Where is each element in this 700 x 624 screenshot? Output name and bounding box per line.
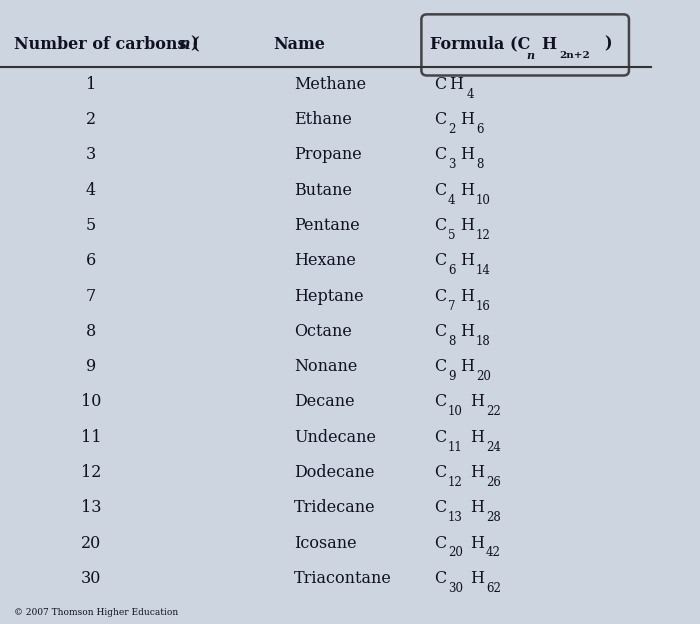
Text: 13: 13: [80, 499, 101, 516]
Text: Tridecane: Tridecane: [294, 499, 376, 516]
Text: H: H: [470, 570, 484, 587]
Text: Number of carbons (: Number of carbons (: [14, 36, 199, 53]
Text: Hexane: Hexane: [294, 252, 356, 270]
Text: Heptane: Heptane: [294, 288, 363, 305]
Text: 30: 30: [80, 570, 101, 587]
Text: C: C: [434, 76, 447, 93]
Text: 20: 20: [81, 535, 101, 552]
Text: H: H: [461, 217, 475, 234]
Text: C: C: [434, 358, 447, 375]
Text: 8: 8: [448, 335, 456, 348]
Text: H: H: [461, 111, 475, 128]
Text: 7: 7: [448, 300, 456, 313]
Text: 30: 30: [448, 582, 463, 595]
Text: H: H: [461, 288, 475, 305]
Text: C: C: [434, 393, 447, 411]
Text: 4: 4: [86, 182, 96, 198]
Text: 4: 4: [466, 88, 474, 101]
Text: ): ): [190, 36, 198, 53]
Text: 4: 4: [448, 193, 456, 207]
Text: Butane: Butane: [294, 182, 352, 198]
Text: H: H: [470, 499, 484, 516]
Text: 20: 20: [448, 547, 463, 560]
Text: 14: 14: [476, 265, 491, 277]
Text: Decane: Decane: [294, 393, 355, 411]
Text: 28: 28: [486, 511, 500, 524]
Text: 11: 11: [80, 429, 101, 446]
Text: 2n+2: 2n+2: [560, 51, 590, 60]
Text: Pentane: Pentane: [294, 217, 360, 234]
Text: 9: 9: [86, 358, 96, 375]
Text: C: C: [434, 147, 447, 163]
Text: © 2007 Thomson Higher Education: © 2007 Thomson Higher Education: [14, 608, 178, 617]
Text: 6: 6: [86, 252, 96, 270]
Text: 1: 1: [86, 76, 96, 93]
Text: C: C: [434, 535, 447, 552]
Text: H: H: [461, 252, 475, 270]
Text: 11: 11: [448, 441, 463, 454]
Text: 12: 12: [448, 476, 463, 489]
Text: Propane: Propane: [294, 147, 362, 163]
Text: 9: 9: [448, 370, 456, 383]
Text: H: H: [470, 464, 484, 481]
Text: Ethane: Ethane: [294, 111, 352, 128]
Text: ): ): [603, 36, 611, 53]
Text: C: C: [434, 429, 447, 446]
Text: Undecane: Undecane: [294, 429, 376, 446]
Text: 26: 26: [486, 476, 500, 489]
Text: Nonane: Nonane: [294, 358, 358, 375]
Text: 12: 12: [476, 229, 491, 242]
Text: Icosane: Icosane: [294, 535, 356, 552]
Text: H: H: [542, 36, 557, 53]
Text: Methane: Methane: [294, 76, 366, 93]
Text: C: C: [434, 182, 447, 198]
Text: 22: 22: [486, 406, 500, 418]
Text: 24: 24: [486, 441, 500, 454]
Text: 12: 12: [80, 464, 101, 481]
Text: 3: 3: [86, 147, 96, 163]
Text: 10: 10: [476, 193, 491, 207]
Text: Triacontane: Triacontane: [294, 570, 392, 587]
Text: Formula (C: Formula (C: [430, 36, 531, 53]
Text: C: C: [434, 499, 447, 516]
Text: H: H: [470, 535, 484, 552]
Text: C: C: [434, 111, 447, 128]
Text: C: C: [434, 464, 447, 481]
Text: 3: 3: [448, 158, 456, 172]
Text: 62: 62: [486, 582, 500, 595]
Text: 6: 6: [448, 265, 456, 277]
Text: C: C: [434, 252, 447, 270]
Text: H: H: [461, 358, 475, 375]
Text: 5: 5: [448, 229, 456, 242]
Text: C: C: [434, 288, 447, 305]
Text: 7: 7: [86, 288, 96, 305]
Text: Octane: Octane: [294, 323, 352, 340]
Text: C: C: [434, 570, 447, 587]
Text: H: H: [461, 147, 475, 163]
Text: H: H: [449, 76, 463, 93]
Text: 6: 6: [476, 123, 484, 136]
Text: Name: Name: [273, 36, 325, 53]
Text: H: H: [470, 429, 484, 446]
Text: H: H: [461, 323, 475, 340]
Text: Dodecane: Dodecane: [294, 464, 374, 481]
Text: 10: 10: [448, 406, 463, 418]
Text: C: C: [434, 323, 447, 340]
Text: n: n: [526, 50, 534, 61]
Text: H: H: [461, 182, 475, 198]
Text: C: C: [434, 217, 447, 234]
Text: 18: 18: [476, 335, 491, 348]
Text: 13: 13: [448, 511, 463, 524]
Text: 42: 42: [486, 547, 500, 560]
Text: 10: 10: [80, 393, 101, 411]
Text: 2: 2: [86, 111, 96, 128]
Text: 2: 2: [448, 123, 456, 136]
Text: 5: 5: [86, 217, 96, 234]
Text: 8: 8: [476, 158, 484, 172]
Text: H: H: [470, 393, 484, 411]
Text: 8: 8: [86, 323, 96, 340]
Text: 20: 20: [476, 370, 491, 383]
Text: n: n: [178, 36, 190, 53]
Text: 16: 16: [476, 300, 491, 313]
